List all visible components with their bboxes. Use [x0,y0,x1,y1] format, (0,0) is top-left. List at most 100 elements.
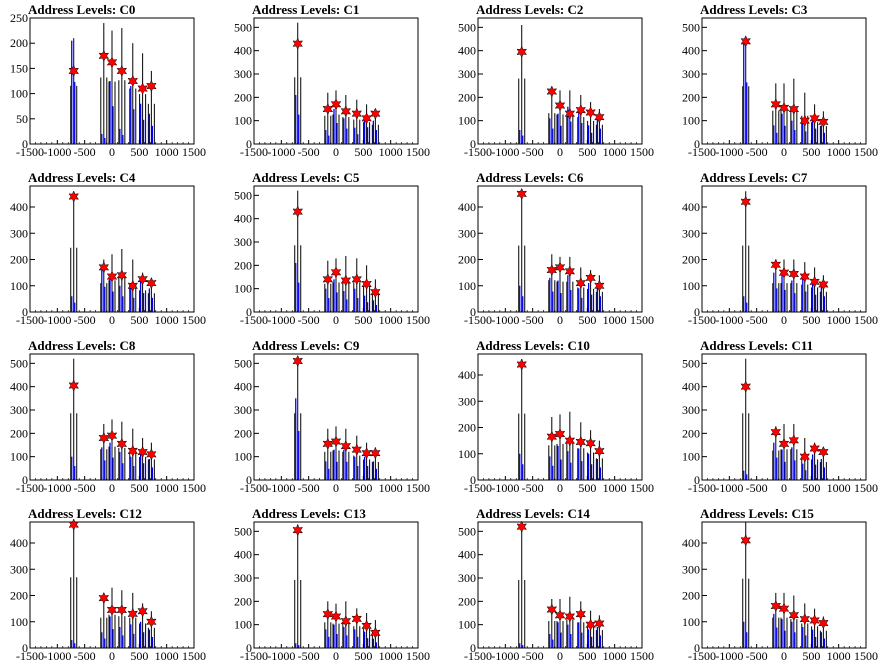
x-tick-label: -500 [74,313,96,327]
x-tick-label: 0 [109,313,115,327]
x-tick-label: -500 [74,649,96,663]
y-tick-label: 300 [458,394,476,408]
y-tick-label: 400 [682,44,700,58]
peak-marker-star [788,267,800,280]
y-tick-label: 100 [10,279,28,293]
y-tick-label: 100 [234,114,252,128]
peak-marker-star [137,273,148,286]
peak-marker-star [740,195,752,208]
x-tick-label: 1500 [406,481,430,495]
peak-marker-star [330,435,342,448]
y-tick-label: 500 [234,356,252,370]
peak-marker-star [799,270,811,283]
y-tick-label: 400 [458,548,476,562]
chart-panel: Address Levels: C9 -1500 -1000 -500 0 500 1000… [224,336,448,504]
peak-marker-star [292,205,304,218]
peak-marker-star [809,275,820,288]
peak-marker-star [575,608,587,621]
x-tick-label: 0 [781,313,787,327]
y-tick-label: 300 [682,226,700,240]
y-tick-label: 400 [682,536,700,550]
histogram-plot: Address Levels: C11 -1500 -1000 -500 0 500 100… [682,338,878,495]
y-tick-label: 200 [10,36,28,50]
y-tick-label: 300 [10,562,28,576]
peak-marker-star [516,187,528,201]
peak-marker-star [778,437,790,450]
histogram-plot: Address Levels: C15 -1500 -1000 -500 0 500 100… [682,506,878,663]
histogram-plot: Address Levels: C14 -1500 -1000 -500 0 500 100… [458,506,654,663]
chart-panel: Address Levels: C1 -1500 -1000 -500 0 500 1000… [224,0,448,168]
peak-marker-star [788,609,800,622]
peak-marker-star [146,79,157,93]
x-tick-label: 1000 [827,313,851,327]
chart-title: Address Levels: C6 [476,170,584,185]
peak-marker-star [564,434,576,447]
peak-marker-star [778,101,790,114]
x-tick-label: -1000 [491,313,519,327]
x-tick-label: -1000 [715,145,743,159]
peak-marker-star [554,428,566,441]
x-tick-label: 0 [557,649,563,663]
y-tick-label: 200 [458,90,476,104]
histogram-plot: Address Levels: C3-1500 -1000 -500 0 500 1000… [682,2,878,159]
x-tick-label: 0 [781,649,787,663]
x-tick-label: -1500 [240,649,268,663]
x-tick-label: 1000 [379,481,403,495]
chart-panel: Address Levels: C0 -1500 -1000 -500 0 500 1000… [0,0,224,168]
y-tick-label: 0 [470,473,476,487]
y-tick-label: 500 [458,524,476,538]
x-tick-label: -500 [74,145,96,159]
histogram-plot: Address Levels: C6-1500 -1000 -500 0 500 1000… [458,170,654,327]
x-tick-label: 500 [802,649,820,663]
peak-marker-star [546,430,558,443]
x-tick-label: 0 [333,145,339,159]
x-tick-label: 1500 [630,649,654,663]
y-tick-label: 300 [234,403,252,417]
y-tick-label: 100 [234,450,252,464]
x-tick-label: -1000 [491,649,519,663]
x-tick-label: -500 [298,649,320,663]
peak-marker-star [594,111,605,124]
peak-marker-star [106,603,118,616]
chart-title: Address Levels: C7 [700,170,808,185]
histogram-plot: Address Levels: C12 -1500 -1000 -500 0 500 100… [10,506,206,663]
x-tick-label: -1000 [267,481,295,495]
y-tick-label: 500 [682,20,700,34]
x-tick-label: 1500 [182,649,206,663]
x-tick-label: -1000 [43,145,71,159]
histogram-plot: Address Levels: C8-1500 -1000 -500 0 500 1000… [10,338,206,495]
chart-title: Address Levels: C14 [476,506,590,521]
peak-marker-star [575,435,587,448]
y-tick-label: 100 [682,114,700,128]
y-tick-label: 150 [10,61,28,75]
y-tick-label: 300 [458,67,476,81]
peak-marker-star [740,380,752,393]
peak-marker-star [127,74,139,88]
peak-marker-star [322,608,334,621]
y-tick-label: 200 [458,253,476,267]
y-tick-label: 100 [458,447,476,461]
x-tick-label: 500 [802,313,820,327]
peak-marker-star [564,610,576,623]
x-tick-label: 1500 [406,649,430,663]
peak-marker-star [809,112,820,125]
x-tick-label: 1500 [406,145,430,159]
x-tick-label: 1000 [603,313,627,327]
peak-marker-star [778,602,790,615]
y-tick-label: 100 [10,615,28,629]
x-tick-label: 1500 [854,649,878,663]
x-tick-label: -1000 [267,145,295,159]
peak-marker-star [330,610,342,623]
peak-marker-star [351,443,363,456]
y-tick-label: 100 [458,618,476,632]
peak-marker-star [146,615,157,628]
y-tick-label: 0 [694,137,700,151]
histogram-plot: Address Levels: C10 -1500 -1000 -500 0 500 100… [458,338,654,495]
x-tick-label: 1500 [854,481,878,495]
y-tick-label: 400 [234,548,252,562]
x-tick-label: 500 [130,145,148,159]
x-tick-label: 1000 [827,145,851,159]
peak-marker-star [799,114,811,127]
chart-panel: Address Levels: C11 -1500 -1000 -500 0 500 100… [672,336,896,504]
x-tick-label: 0 [333,313,339,327]
